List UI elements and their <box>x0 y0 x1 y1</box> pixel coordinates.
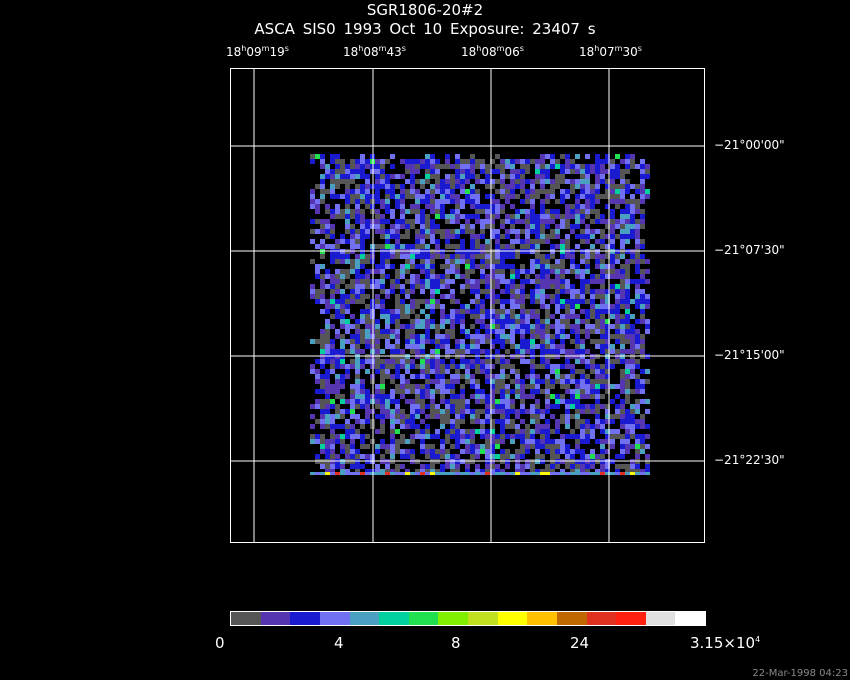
dec-label-4: −21°22'30" <box>714 453 785 467</box>
ra-label-4: 18h07m30s <box>579 44 642 59</box>
dec-label-1: −21°00'00" <box>714 138 785 152</box>
colorbar-segment <box>527 612 557 625</box>
colorbar-segment <box>497 612 528 625</box>
ra-label-2: 18h08m43s <box>343 44 406 59</box>
ra-label-1: 18h09m19s <box>226 44 289 59</box>
xray-image <box>230 68 705 543</box>
colorbar-segment <box>616 612 646 625</box>
colorbar-label-24: 24 <box>570 634 590 652</box>
colorbar-segment <box>379 612 409 625</box>
colorbar-label-max: 3.15×104 <box>690 634 761 652</box>
colorbar-segment <box>438 612 468 625</box>
coordinate-grid <box>230 68 705 543</box>
ra-label-3: 18h08m06s <box>461 44 524 59</box>
colorbar-segment <box>319 612 350 625</box>
colorbar-label-4: 4 <box>334 634 344 652</box>
image-subtitle: ASCA SIS0 1993 Oct 10 Exposure: 23407 s <box>254 20 596 38</box>
dec-label-2: −21°07'30" <box>714 243 785 257</box>
colorbar <box>230 611 706 626</box>
colorbar-segment <box>556 612 587 625</box>
colorbar-segment <box>349 612 380 625</box>
colorbar-segment <box>645 612 676 625</box>
plot-frame <box>230 68 705 543</box>
colorbar-label-0: 0 <box>215 634 225 652</box>
timestamp: 22-Mar-1998 04:23 <box>752 668 848 679</box>
dec-label-3: −21°15'00" <box>714 348 785 362</box>
colorbar-segment <box>260 612 291 625</box>
colorbar-segment <box>468 612 498 625</box>
colorbar-label-8: 8 <box>451 634 461 652</box>
colorbar-segment <box>586 612 617 625</box>
colorbar-segment <box>290 612 320 625</box>
image-title: SGR1806-20#2 <box>366 1 484 19</box>
colorbar-segment <box>408 612 439 625</box>
colorbar-segment <box>231 612 261 625</box>
colorbar-segment <box>675 612 705 625</box>
